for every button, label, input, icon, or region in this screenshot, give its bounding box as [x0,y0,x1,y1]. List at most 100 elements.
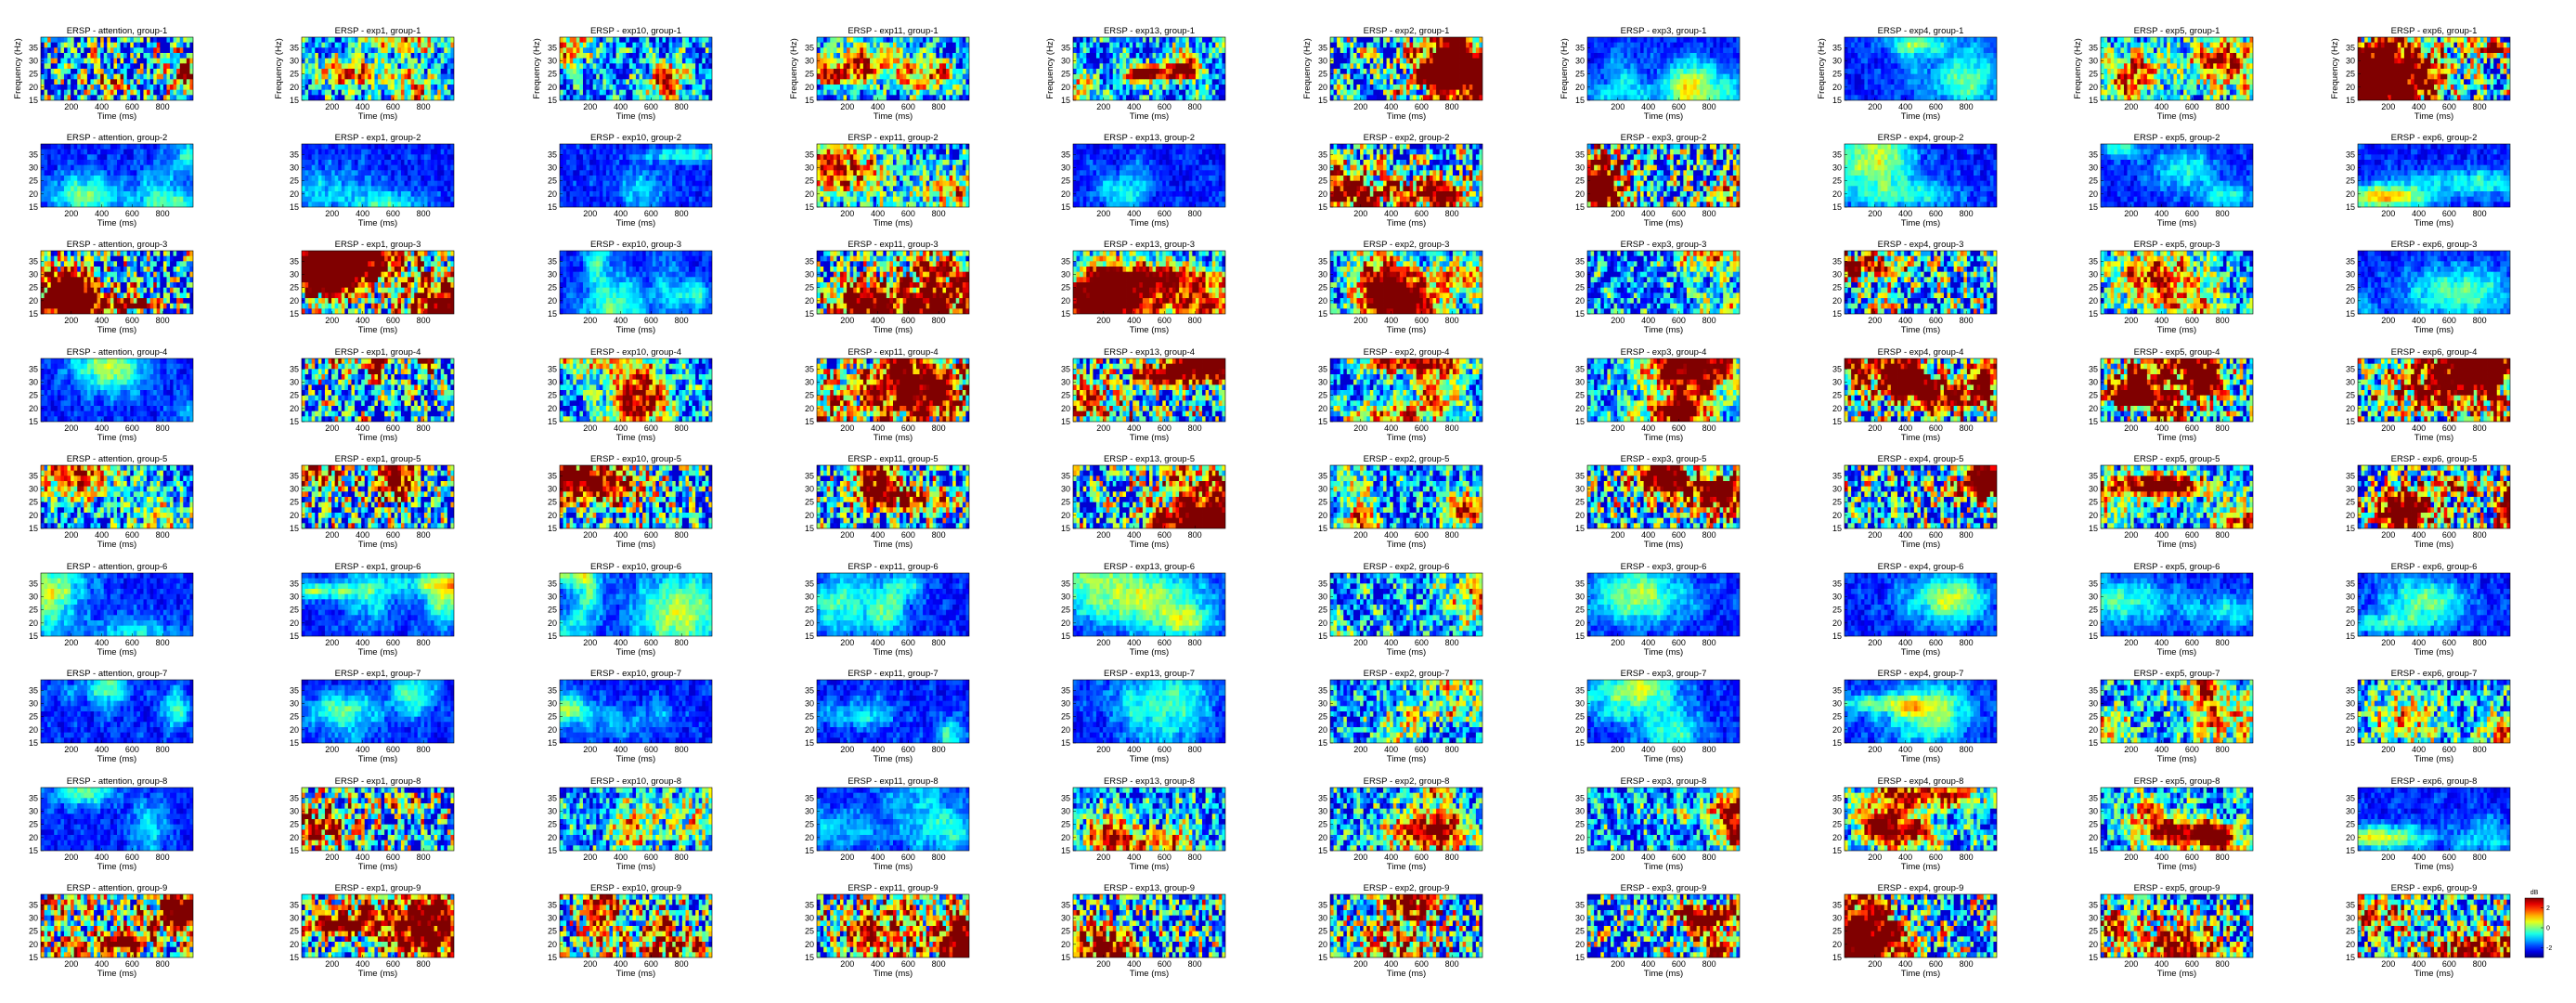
heatmap-cell [655,85,660,91]
heatmap-cell [387,95,392,100]
heatmap-cell [1607,47,1612,54]
heatmap-cell [1162,37,1167,44]
y-tick-label: 30 [29,57,38,66]
heatmap-cell [1670,89,1675,96]
heatmap-cell [1660,85,1664,91]
heatmap-cell [97,73,101,80]
heatmap-cell [378,58,382,64]
heatmap-cell [1993,53,1997,59]
heatmap-cell [394,95,398,100]
heatmap-cell [2220,47,2224,54]
heatmap-cell [1845,63,1848,70]
heatmap-cell [162,79,167,85]
heatmap-cell [1195,42,1199,48]
heatmap-cell [619,47,624,54]
heatmap-cell [2183,58,2188,64]
heatmap-cell [1353,85,1357,91]
heatmap-cell [889,85,894,91]
heatmap-cell [2216,73,2220,80]
heatmap-cell [965,42,969,48]
heatmap-cell [60,89,65,96]
heatmap-cell [136,73,141,80]
heatmap-cell [879,58,884,64]
heatmap-cell [1700,37,1704,44]
heatmap-cell [1676,58,1681,64]
heatmap-cell [602,69,607,75]
heatmap-cell [317,53,322,59]
heatmap-cell [1650,69,1654,75]
heatmap-cell [173,63,177,70]
heatmap-cell [698,42,703,48]
heatmap-cell [2169,47,2174,54]
heatmap-cell [364,73,369,80]
heatmap-cell [913,47,917,54]
heatmap-cell [942,58,947,64]
heatmap-cell [1597,58,1601,64]
heatmap-cell [347,47,352,54]
heatmap-cell [826,85,831,91]
heatmap-cell [2154,63,2158,70]
heatmap-cell [1379,63,1384,70]
heatmap-cell [560,79,563,85]
heatmap-cell [444,79,448,85]
heatmap-cell [1109,37,1114,44]
heatmap-cell [833,89,837,96]
heatmap-cell [862,53,867,59]
heatmap-cell [1202,63,1207,70]
heatmap-cell [1666,79,1671,85]
heatmap-cell [900,53,904,59]
heatmap-cell [2163,42,2168,48]
heatmap-cell [1156,58,1160,64]
heatmap-cell [1152,89,1157,96]
heatmap-cell [328,73,332,80]
heatmap-cell [1340,53,1344,59]
heatmap-cell [368,79,372,85]
heatmap-cell [1693,85,1698,91]
heatmap-cell [1907,73,1911,80]
heatmap-cell [1987,42,1991,48]
heatmap-cell [609,53,614,59]
heatmap-cell [1419,37,1424,44]
heatmap-cell [156,42,161,48]
heatmap-cell [622,47,627,54]
heatmap-cell [1171,69,1176,75]
heatmap-cell [1333,63,1338,70]
heatmap-cell [1587,95,1591,100]
heatmap-cell [573,69,577,75]
heatmap-cell [1089,63,1094,70]
heatmap-cell [1894,79,1898,85]
heatmap-cell [906,58,911,64]
heatmap-cell [1851,79,1856,85]
heatmap-cell [1175,47,1180,54]
heatmap-cell [103,53,108,59]
heatmap-cell [440,63,445,70]
heatmap-cell [1192,63,1197,70]
heatmap-cell [2160,37,2165,44]
heatmap-cell [1683,85,1688,91]
heatmap-cell [1676,85,1681,91]
heatmap-cell [949,58,953,64]
heatmap-cell [1624,37,1628,44]
heatmap-cell [311,69,316,75]
heatmap-cell [384,95,389,100]
heatmap-cell [836,95,841,100]
heatmap-cell [1195,69,1199,75]
heatmap-cell [160,69,164,75]
heatmap-cell [645,95,650,100]
heatmap-cell [143,58,148,64]
heatmap-cell [1373,95,1378,100]
heatmap-cell [1864,79,1869,85]
heatmap-cell [1633,47,1638,54]
heatmap-cells [1587,37,1740,100]
heatmap-cell [44,73,48,80]
heatmap-cell [1109,47,1114,54]
heatmap-cell [308,73,313,80]
heatmap-cell [566,47,571,54]
heatmap-cell [450,89,454,96]
heatmap-cell [1966,69,1971,75]
heatmap-cell [1205,69,1210,75]
heatmap-cell [856,69,861,75]
heatmap-cell [1871,42,1875,48]
heatmap-cell [387,73,392,80]
heatmap-cell [2213,63,2218,70]
